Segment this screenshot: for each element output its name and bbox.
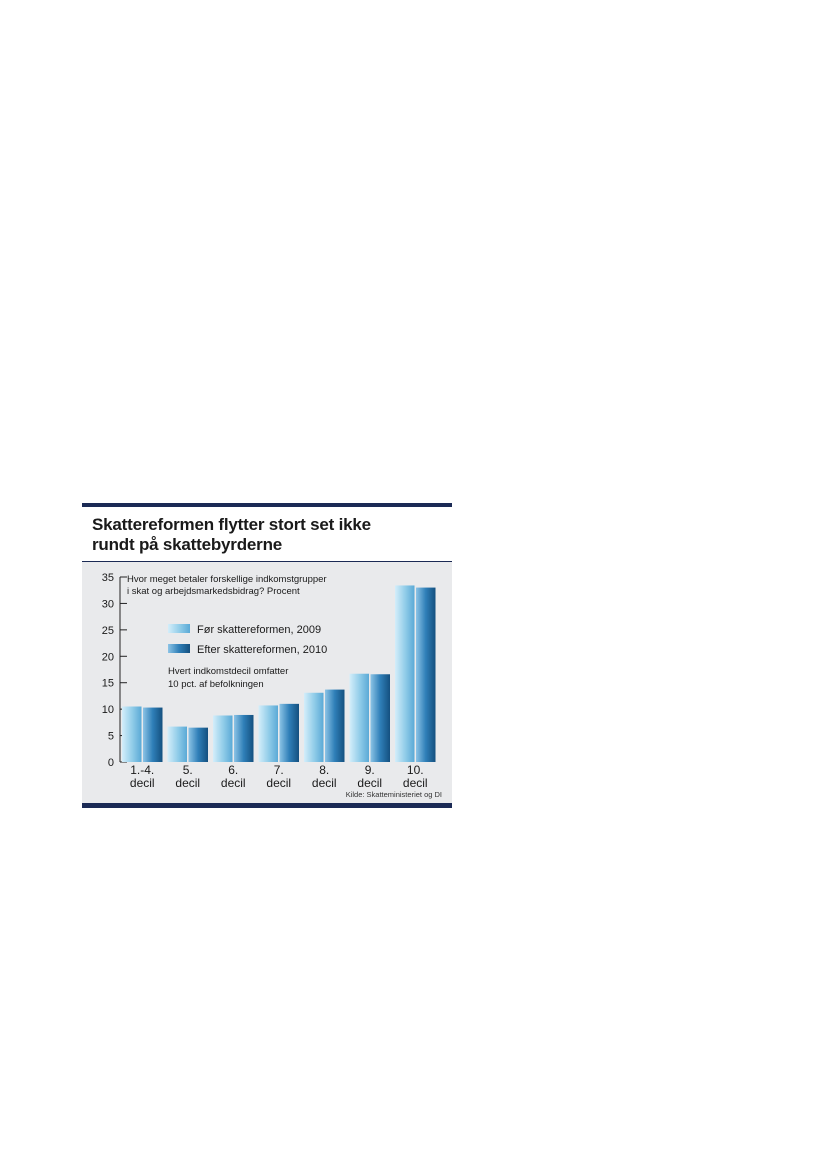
x-tick-label: decil	[403, 776, 428, 790]
y-tick-label: 35	[102, 572, 114, 584]
bar-2010	[188, 727, 208, 762]
chart-title: Skattereformen flytter stort set ikke ru…	[92, 515, 447, 555]
chart-title-line-1: Skattereformen flytter stort set ikke	[92, 515, 371, 534]
y-tick-label: 20	[102, 651, 114, 663]
x-tick-label: decil	[357, 776, 382, 790]
x-tick-label: decil	[175, 776, 200, 790]
y-tick-label: 10	[102, 704, 114, 716]
legend-label-2010: Efter skattereformen, 2010	[197, 644, 327, 656]
note-line-2: 10 pct. af befolkningen	[168, 679, 264, 690]
legend-swatch-2010	[168, 644, 190, 653]
bar-2009	[349, 673, 369, 762]
bar-2010	[370, 674, 390, 762]
bar-2010	[416, 587, 436, 762]
bar-2009	[122, 706, 142, 762]
bar-2010	[279, 703, 299, 762]
note-line-1: Hvert indkomstdecil omfatter	[168, 666, 288, 677]
plot-background	[82, 562, 452, 803]
x-tick-label: decil	[130, 776, 155, 790]
chart-title-line-2: rundt på skattebyrderne	[92, 535, 283, 554]
x-tick-label: decil	[266, 776, 291, 790]
bar-2009	[167, 726, 187, 762]
question-line-1: Hvor meget betaler forskellige indkomstg…	[127, 574, 327, 585]
x-tick-label: decil	[312, 776, 337, 790]
x-tick-label: 7.	[274, 763, 284, 777]
bar-2010	[234, 714, 254, 762]
legend-label-2009: Før skattereformen, 2009	[197, 624, 321, 636]
question-line-2: i skat og arbejdsmarkedsbidrag? Procent	[127, 586, 300, 597]
y-tick-label: 5	[108, 731, 114, 743]
source-note: Kilde: Skatteministeriet og DI	[345, 790, 442, 799]
bottom-rule	[82, 803, 452, 808]
bar-2010	[325, 689, 345, 762]
title-divider	[82, 561, 452, 562]
x-tick-label: 10.	[407, 763, 424, 777]
x-tick-label: 5.	[183, 763, 193, 777]
legend-swatch-2009	[168, 624, 190, 633]
bar-2009	[258, 705, 278, 762]
y-tick-label: 15	[102, 678, 114, 690]
y-tick-label: 25	[102, 625, 114, 637]
top-rule	[82, 503, 452, 507]
bar-2009	[304, 692, 324, 762]
x-tick-label: 6.	[228, 763, 238, 777]
y-tick-label: 0	[108, 757, 114, 769]
bar-2010	[143, 707, 163, 762]
x-tick-label: decil	[221, 776, 246, 790]
bar-2009	[213, 715, 233, 762]
x-tick-label: 1.-4.	[130, 763, 154, 777]
x-tick-label: 9.	[365, 763, 375, 777]
bar-2009	[395, 585, 415, 762]
x-tick-label: 8.	[319, 763, 329, 777]
chart-figure: Skattereformen flytter stort set ikke ru…	[82, 503, 452, 809]
y-tick-label: 30	[102, 598, 114, 610]
